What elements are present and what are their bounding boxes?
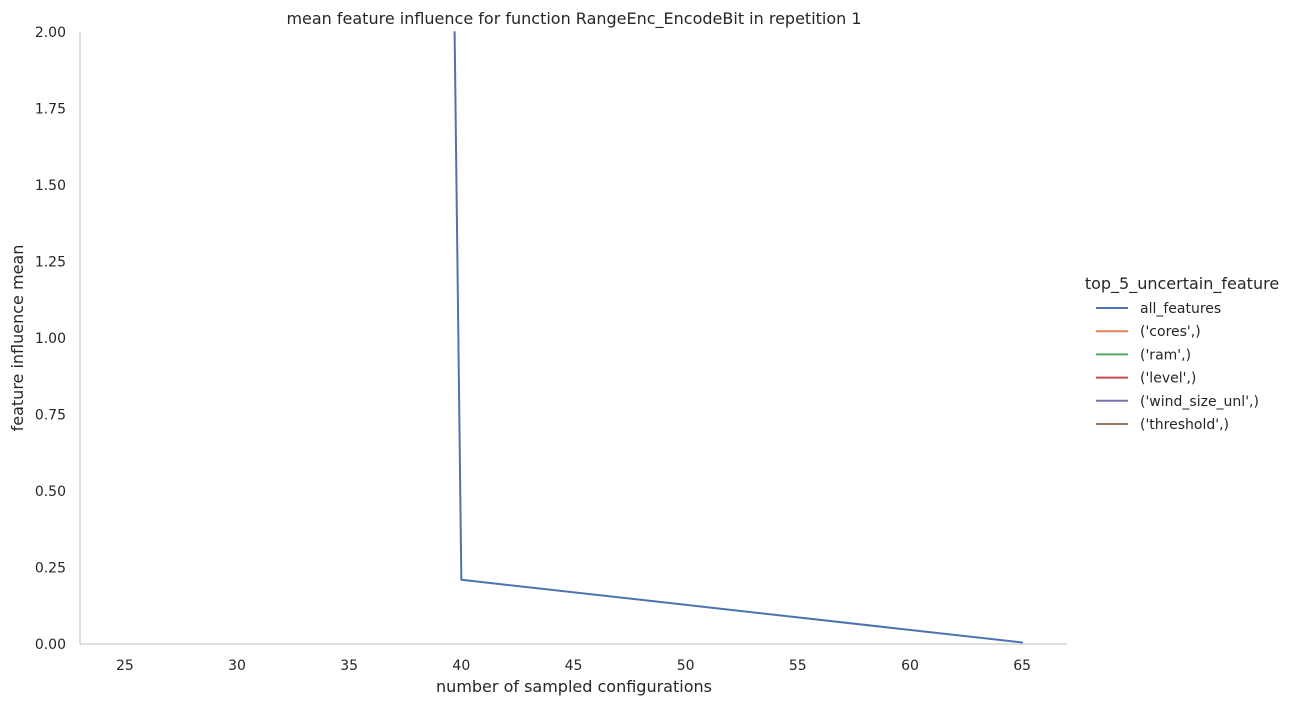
- y-tick-label: 1.50: [35, 178, 66, 194]
- x-tick-label: 45: [565, 658, 583, 674]
- x-tick-label: 30: [228, 658, 246, 674]
- legend-label: ('threshold',): [1140, 417, 1229, 433]
- legend-item: ('level',): [1096, 371, 1196, 387]
- y-tick-label: 1.00: [35, 331, 66, 347]
- series-line-all-features: [453, 31, 1024, 644]
- legend-label: all_features: [1140, 301, 1221, 317]
- y-tick-label: 0.25: [35, 561, 66, 577]
- y-tick-label: 1.75: [35, 102, 66, 118]
- x-tick-label: 40: [452, 658, 470, 674]
- y-axis-label: feature influence mean: [8, 245, 27, 432]
- y-tick-label: 2.00: [35, 25, 66, 41]
- x-tick-label: 35: [340, 658, 358, 674]
- legend: top_5_uncertain_feature all_features ('co…: [1085, 274, 1279, 433]
- legend-title: top_5_uncertain_feature: [1085, 274, 1279, 294]
- y-tick-label: 0.00: [35, 637, 66, 653]
- legend-item: all_features: [1096, 301, 1221, 317]
- x-tick-label: 50: [677, 658, 695, 674]
- legend-label: ('cores',): [1140, 324, 1201, 340]
- legend-item: ('threshold',): [1096, 417, 1229, 433]
- y-tick-label: 0.75: [35, 408, 66, 424]
- series-layer: [453, 31, 1024, 644]
- legend-item: ('cores',): [1096, 324, 1201, 340]
- y-axis-ticks: 0.00 0.25 0.50 0.75 1.00 1.25 1.50 1.75 2.00: [35, 25, 66, 653]
- plot-area: 25 30 35 40 45 50 55 60 65 0.00 0.25 0.50 0.75 1.00 1…: [35, 25, 1067, 674]
- x-axis-label: number of sampled configurations: [436, 677, 712, 696]
- legend-items: all_features ('cores',) ('ram',) ('level',)…: [1096, 301, 1259, 433]
- x-tick-label: 65: [1013, 658, 1031, 674]
- x-tick-label: 55: [789, 658, 807, 674]
- x-axis-ticks: 25 30 35 40 45 50 55 60 65: [116, 658, 1031, 674]
- legend-label: ('wind_size_unl',): [1140, 394, 1259, 410]
- legend-item: ('wind_size_unl',): [1096, 394, 1259, 410]
- legend-label: ('ram',): [1140, 347, 1191, 363]
- x-tick-label: 60: [901, 658, 919, 674]
- chart-title: mean feature influence for function Rang…: [286, 9, 861, 29]
- legend-label: ('level',): [1140, 371, 1196, 387]
- y-tick-label: 1.25: [35, 255, 66, 271]
- x-tick-label: 25: [116, 658, 134, 674]
- y-tick-label: 0.50: [35, 484, 66, 500]
- legend-item: ('ram',): [1096, 347, 1191, 363]
